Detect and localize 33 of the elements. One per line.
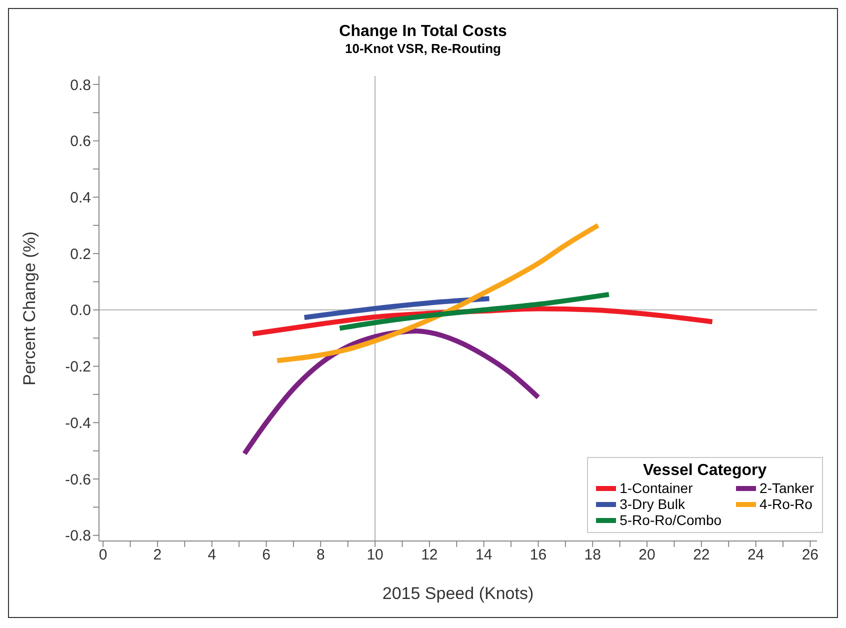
y-tick-label: -0.6 xyxy=(65,471,91,488)
y-tick-label: -0.2 xyxy=(65,358,91,376)
x-tick-label: 12 xyxy=(421,546,438,564)
x-tick-label: 16 xyxy=(530,546,547,564)
y-tick-label: 0.4 xyxy=(70,190,91,207)
y-tick-label: 0.2 xyxy=(70,246,91,263)
legend-label: 2-Tanker xyxy=(760,480,814,496)
y-tick-label: 0.6 xyxy=(70,133,91,150)
x-tick-label: 20 xyxy=(638,546,656,564)
y-tick-label: -0.4 xyxy=(65,414,91,432)
legend-label: 1-Container xyxy=(620,480,693,496)
x-tick-label: 2 xyxy=(153,546,162,564)
y-tick-label: 0.8 xyxy=(70,76,91,94)
x-tick-label: 24 xyxy=(747,546,764,564)
x-tick-label: 18 xyxy=(584,546,601,564)
x-tick-label: 14 xyxy=(475,546,492,564)
x-tick-label: 6 xyxy=(262,546,270,564)
legend-label: 5-Ro-Ro/Combo xyxy=(620,512,722,528)
legend-label: 3-Dry Bulk xyxy=(620,496,685,512)
y-axis-title: Percent Change (%) xyxy=(20,231,40,386)
x-tick-label: 26 xyxy=(802,546,819,564)
legend-label: 4-Ro-Ro xyxy=(760,496,812,512)
x-tick-label: 4 xyxy=(208,546,216,564)
x-tick-label: 10 xyxy=(366,546,384,564)
x-axis-title: 2015 Speed (Knots) xyxy=(382,584,534,603)
x-tick-label: 8 xyxy=(316,546,325,564)
x-tick-label: 0 xyxy=(98,546,108,564)
y-tick-label: 0.0 xyxy=(70,302,91,320)
chart-title: Change In Total Costs xyxy=(338,23,508,41)
chart-subtitle: 10-Knot VSR, Re-Routing xyxy=(344,41,502,56)
y-tick-label: -0.8 xyxy=(65,528,91,545)
legend-title: Vessel Category xyxy=(642,462,768,480)
x-tick-label: 22 xyxy=(693,546,710,564)
